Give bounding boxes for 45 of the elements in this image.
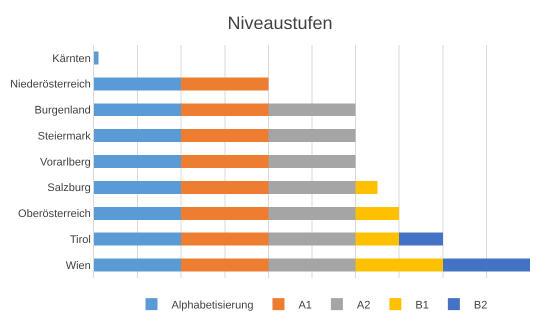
bar [181, 180, 268, 194]
legend-label: A1 [298, 299, 312, 312]
y-tick-label: Tirol [70, 234, 91, 246]
y-tick-label: Niederösterreich [10, 78, 91, 91]
bar [94, 180, 182, 194]
bar [94, 129, 182, 142]
bar [356, 232, 400, 246]
y-tick-label: Oberösterreich [18, 208, 91, 220]
bar [356, 206, 400, 220]
bar [181, 77, 268, 90]
bar [356, 180, 378, 194]
bar [181, 103, 268, 116]
bar [94, 206, 182, 220]
y-tick-label: Kärnten [52, 52, 91, 65]
bar [181, 129, 268, 142]
bar [94, 103, 182, 116]
bar [268, 232, 356, 246]
y-tick-label: Salzburg [47, 182, 91, 194]
bar [94, 77, 182, 90]
bar [268, 129, 356, 142]
bar [268, 206, 356, 220]
bar [268, 103, 356, 116]
bar [181, 258, 268, 272]
bar [442, 258, 530, 272]
bar [356, 258, 443, 272]
bar [399, 232, 443, 246]
y-tick-label: Burgenland [34, 104, 91, 117]
bar [181, 232, 268, 246]
chart-title: Niveaustufen [227, 13, 333, 34]
bar [181, 155, 268, 168]
y-tick-label: Vorarlberg [40, 156, 91, 168]
bar [268, 155, 356, 168]
bar [268, 180, 356, 194]
y-tick-label: Wien [66, 260, 91, 272]
bar [94, 232, 182, 246]
legend-label: B2 [474, 299, 488, 312]
legend-label: B1 [415, 299, 429, 312]
bar [94, 155, 182, 168]
bar [268, 258, 356, 272]
legend-label: Alphabetisierung [172, 299, 254, 312]
bar [181, 206, 268, 220]
bar [94, 51, 98, 64]
bar [94, 258, 182, 272]
legend-label: A2 [356, 299, 370, 312]
y-tick-label: Steiermark [38, 130, 92, 142]
